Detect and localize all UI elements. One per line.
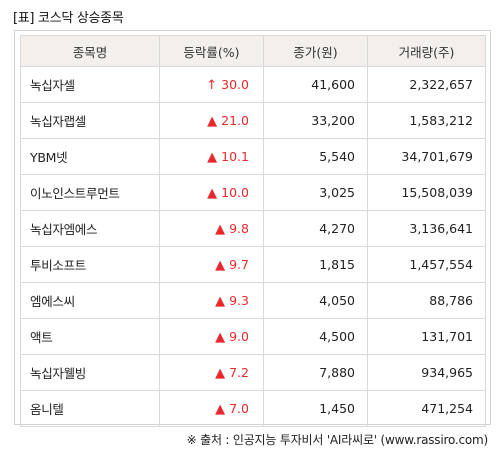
change-rate: ▲ 7.2: [159, 354, 264, 391]
table-row: 옴니텔 ▲ 7.0 1,450 471,254: [20, 390, 486, 427]
stock-name: 이노인스트루먼트: [20, 174, 160, 211]
close-price: 3,025: [263, 174, 368, 211]
close-price: 1,815: [263, 246, 368, 283]
trade-volume: 131,701: [367, 318, 486, 355]
rate-value: 9.8: [229, 220, 249, 236]
stock-name: 액트: [20, 318, 160, 355]
trade-volume: 1,457,554: [367, 246, 486, 283]
close-price: 4,500: [263, 318, 368, 355]
close-price: 4,270: [263, 210, 368, 247]
close-price: 1,450: [263, 390, 368, 427]
table-row: 투비소프트 ▲ 9.7 1,815 1,457,554: [20, 246, 486, 283]
close-price: 5,540: [263, 138, 368, 175]
stock-name: 녹십자엠에스: [20, 210, 160, 247]
stock-name: 투비소프트: [20, 246, 160, 283]
up-arrow-icon: ▲: [215, 221, 226, 237]
rate-value: 7.2: [229, 364, 249, 380]
trade-volume: 1,583,212: [367, 102, 486, 139]
trade-volume: 471,254: [367, 390, 486, 427]
table-row: 액트 ▲ 9.0 4,500 131,701: [20, 318, 486, 355]
trade-volume: 15,508,039: [367, 174, 486, 211]
trade-volume: 3,136,641: [367, 210, 486, 247]
trade-volume: 34,701,679: [367, 138, 486, 175]
stock-name: YBM넷: [20, 138, 160, 175]
rate-value: 7.0: [229, 400, 249, 416]
stock-name: 옴니텔: [20, 390, 160, 427]
rate-value: 10.1: [221, 148, 249, 164]
header-price: 종가(원): [263, 35, 368, 67]
change-rate: ▲ 9.7: [159, 246, 264, 283]
up-arrow-icon: ▲: [215, 329, 226, 345]
table-row: YBM넷 ▲ 10.1 5,540 34,701,679: [20, 138, 486, 175]
up-arrow-icon: ▲: [215, 293, 226, 309]
table-row: 녹십자웰빙 ▲ 7.2 7,880 934,965: [20, 354, 486, 391]
header-name: 종목명: [20, 35, 160, 67]
trade-volume: 2,322,657: [367, 66, 486, 103]
rate-value: 30.0: [221, 76, 249, 92]
table-row: 이노인스트루먼트 ▲ 10.0 3,025 15,508,039: [20, 174, 486, 211]
stock-name: 엠에스씨: [20, 282, 160, 319]
change-rate: ▲ 21.0: [159, 102, 264, 139]
close-price: 33,200: [263, 102, 368, 139]
close-price: 4,050: [263, 282, 368, 319]
table-title: [표] 코스닥 상승종목: [13, 11, 124, 26]
rate-value: 9.0: [229, 328, 249, 344]
table-row: 녹십자셀 ↑ 30.0 41,600 2,322,657: [20, 66, 486, 103]
up-arrow-icon: ▲: [207, 149, 218, 165]
rate-value: 10.0: [221, 184, 249, 200]
close-price: 41,600: [263, 66, 368, 103]
header-rate: 등락률(%): [159, 35, 264, 67]
change-rate: ▲ 10.0: [159, 174, 264, 211]
change-rate: ▲ 9.0: [159, 318, 264, 355]
table-row: 엠에스씨 ▲ 9.3 4,050 88,786: [20, 282, 486, 319]
up-arrow-icon: ▲: [207, 185, 218, 201]
rate-value: 9.7: [229, 256, 249, 272]
stock-name: 녹십자셀: [20, 66, 160, 103]
source-note: ※ 출처 : 인공지능 투자비서 'AI라씨로' (www.rassiro.co…: [186, 433, 489, 447]
table-row: 녹십자랩셀 ▲ 21.0 33,200 1,583,212: [20, 102, 486, 139]
rate-value: 9.3: [229, 292, 249, 308]
up-arrow-icon: ▲: [207, 113, 218, 129]
header-row: 종목명 등락률(%) 종가(원) 거래량(주): [20, 35, 486, 67]
change-rate: ▲ 9.3: [159, 282, 264, 319]
trade-volume: 88,786: [367, 282, 486, 319]
header-volume: 거래량(주): [367, 35, 486, 67]
change-rate: ↑ 30.0: [159, 66, 264, 103]
close-price: 7,880: [263, 354, 368, 391]
stock-name: 녹십자웰빙: [20, 354, 160, 391]
up-arrow-icon: ▲: [215, 365, 226, 381]
up-arrow-icon: ▲: [215, 401, 226, 417]
table-row: 녹십자엠에스 ▲ 9.8 4,270 3,136,641: [20, 210, 486, 247]
trade-volume: 934,965: [367, 354, 486, 391]
rate-value: 21.0: [221, 112, 249, 128]
change-rate: ▲ 9.8: [159, 210, 264, 247]
stock-table: 종목명 등락률(%) 종가(원) 거래량(주) 녹십자셀 ↑ 30.0 41,600 2…: [20, 35, 486, 427]
up-arrow-icon: ↑: [206, 77, 218, 93]
up-arrow-icon: ▲: [215, 257, 226, 273]
stock-name: 녹십자랩셀: [20, 102, 160, 139]
change-rate: ▲ 10.1: [159, 138, 264, 175]
change-rate: ▲ 7.0: [159, 390, 264, 427]
